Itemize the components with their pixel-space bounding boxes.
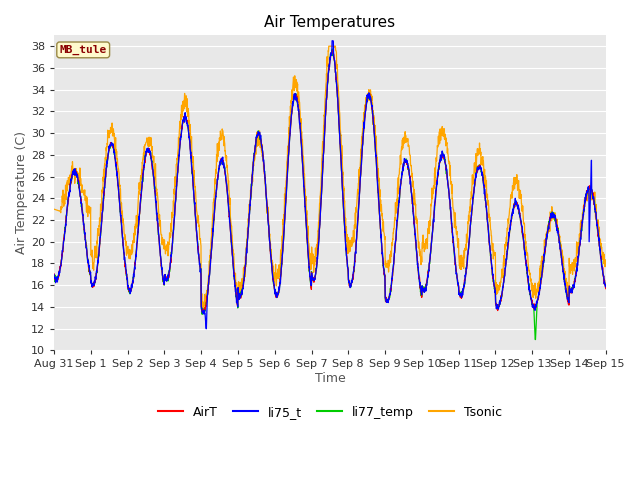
Y-axis label: Air Temperature (C): Air Temperature (C) (15, 132, 28, 254)
Text: MB_tule: MB_tule (60, 45, 107, 55)
Title: Air Temperatures: Air Temperatures (264, 15, 396, 30)
X-axis label: Time: Time (314, 372, 345, 385)
Legend: AirT, li75_t, li77_temp, Tsonic: AirT, li75_t, li77_temp, Tsonic (153, 401, 507, 424)
